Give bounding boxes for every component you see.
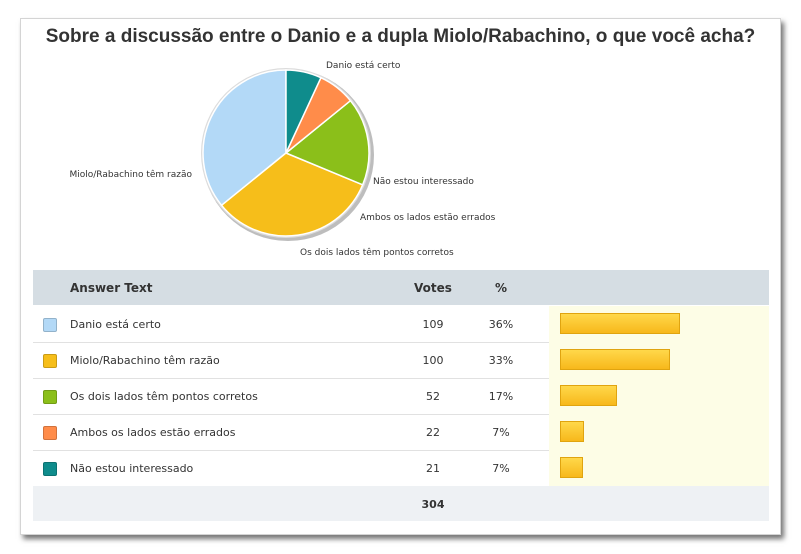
vote-percent: 36% <box>488 318 514 331</box>
header-votes: Votes <box>414 281 452 295</box>
vote-percent: 7% <box>492 426 510 439</box>
results-table: Answer Text Votes % Danio está certo 109… <box>33 270 769 521</box>
percent-bar <box>560 385 617 406</box>
pie-slice <box>220 152 364 237</box>
table-row: Os dois lados têm pontos corretos 52 17% <box>33 378 769 415</box>
pie-slice-label: Não estou interessado <box>373 177 474 187</box>
vote-percent: 33% <box>488 354 514 367</box>
header-percent: % <box>494 281 508 295</box>
table-row: Ambos os lados estão errados 22 7% <box>33 414 769 451</box>
color-swatch <box>43 390 57 404</box>
percent-bar <box>560 421 584 442</box>
bar-cell <box>549 450 769 486</box>
pie-slice <box>202 69 287 207</box>
color-swatch <box>43 318 57 332</box>
poll-title: Sobre a discussão entre o Danio e a dupl… <box>45 26 756 47</box>
pie-slice-label: Ambos os lados estão errados <box>360 213 496 223</box>
vote-count: 109 <box>422 318 444 331</box>
total-votes: 304 <box>421 498 445 511</box>
bar-cell <box>549 378 769 414</box>
answer-text: Os dois lados têm pontos corretos <box>70 390 258 403</box>
header-answer-text: Answer Text <box>70 281 153 295</box>
color-swatch <box>43 354 57 368</box>
vote-count: 100 <box>422 354 444 367</box>
pie-slice <box>284 99 370 186</box>
bar-cell <box>549 414 769 450</box>
pie-chart: Danio está certo Miolo/Rabachino têm razã… <box>70 61 496 258</box>
pie-slice-label: Miolo/Rabachino têm razão <box>70 169 193 180</box>
answer-text: Miolo/Rabachino têm razão <box>70 354 220 367</box>
color-swatch <box>43 426 57 440</box>
table-header: Answer Text Votes % <box>33 270 769 305</box>
answer-text: Ambos os lados estão errados <box>70 426 236 439</box>
table-footer: 304 <box>33 486 769 521</box>
bar-cell <box>549 342 769 378</box>
table-row: Danio está certo 109 36% <box>33 306 769 343</box>
percent-bar <box>560 457 583 478</box>
vote-percent: 7% <box>492 462 510 475</box>
pie-slice-label: Danio está certo <box>326 61 401 71</box>
pie-slice-label: Os dois lados têm pontos corretos <box>300 247 454 258</box>
table-row: Não estou interessado 21 7% <box>33 450 769 487</box>
vote-count: 22 <box>426 426 440 439</box>
vote-percent: 17% <box>488 390 514 403</box>
color-swatch <box>43 462 57 476</box>
percent-bar <box>560 349 670 370</box>
answer-text: Não estou interessado <box>70 462 194 475</box>
percent-bar <box>560 313 680 334</box>
bar-cell <box>549 306 769 342</box>
pie-slice <box>285 69 322 154</box>
table-row: Miolo/Rabachino têm razão 100 33% <box>33 342 769 379</box>
vote-count: 21 <box>426 462 440 475</box>
answer-text: Danio está certo <box>70 318 161 331</box>
vote-count: 52 <box>426 390 440 403</box>
